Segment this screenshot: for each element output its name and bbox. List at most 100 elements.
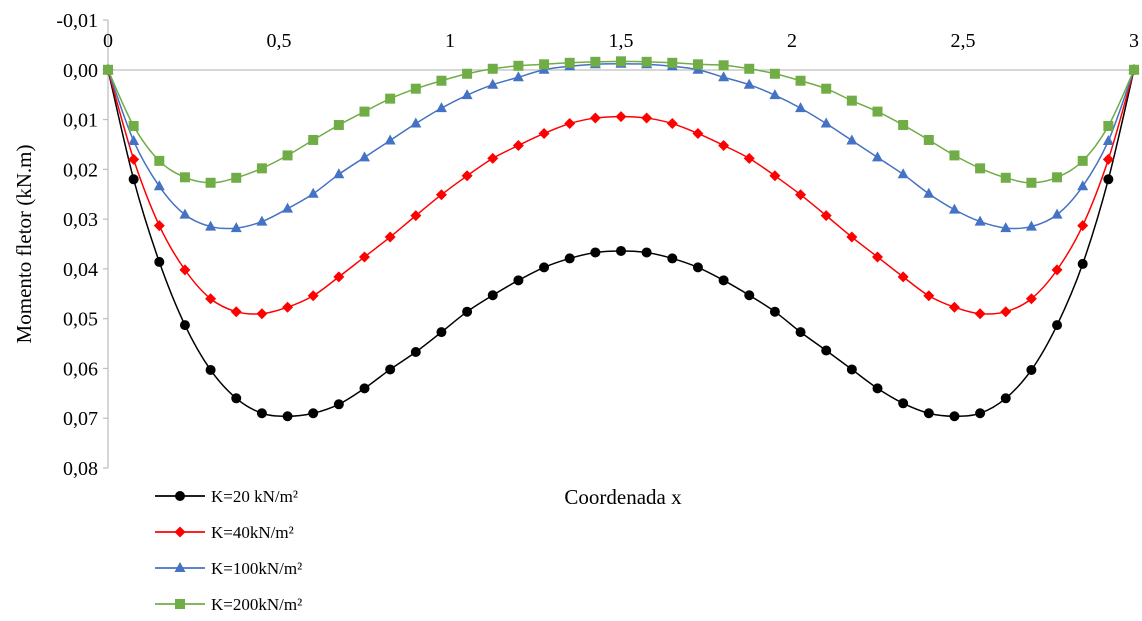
- data-point: [923, 134, 934, 145]
- y-tick-label: -0,01: [56, 10, 98, 32]
- data-point: [461, 89, 473, 100]
- data-point: [154, 155, 165, 166]
- data-point: [744, 290, 755, 301]
- x-tick-label: 3: [1129, 30, 1139, 52]
- data-point: [512, 71, 524, 82]
- data-point: [948, 301, 960, 313]
- data-point: [179, 208, 191, 219]
- data-point: [333, 399, 344, 410]
- data-point: [923, 408, 934, 419]
- data-point: [231, 393, 242, 404]
- data-point: [462, 68, 473, 79]
- data-point: [846, 95, 857, 106]
- data-point: [487, 290, 498, 301]
- x-tick-label: 0,5: [267, 30, 292, 52]
- data-point: [308, 134, 319, 145]
- legend-marker: [175, 491, 185, 501]
- data-point: [795, 75, 806, 86]
- data-point: [897, 271, 909, 283]
- data-point: [359, 106, 370, 117]
- data-point: [359, 251, 370, 263]
- data-point: [128, 174, 139, 185]
- data-point: [1000, 393, 1011, 404]
- data-point: [103, 64, 113, 75]
- data-point: [128, 153, 140, 165]
- x-tick-label: 1,5: [609, 30, 634, 52]
- data-point: [1026, 177, 1037, 188]
- data-point: [718, 71, 730, 82]
- series-line-k-100kn-m: [107, 63, 1135, 230]
- data-point: [410, 210, 422, 222]
- data-point: [128, 121, 139, 132]
- data-point: [692, 262, 703, 273]
- data-point: [1077, 155, 1088, 166]
- data-point: [846, 134, 858, 145]
- series-k-200kn-m: [103, 56, 1139, 188]
- data-point: [948, 203, 960, 214]
- data-point: [1102, 134, 1114, 145]
- data-point: [410, 117, 422, 128]
- data-point: [256, 308, 268, 320]
- data-point: [282, 202, 294, 213]
- data-point: [385, 364, 396, 375]
- legend-item-k-200kn-m: K=200kN/m²: [155, 595, 302, 614]
- data-point: [1052, 172, 1063, 183]
- series-k-40kn-m: [102, 64, 1140, 320]
- data-point: [667, 253, 678, 264]
- data-point: [718, 60, 729, 71]
- y-tick-label: 0,06: [63, 358, 98, 380]
- y-tick-label: 0,04: [63, 259, 98, 281]
- data-point: [949, 411, 960, 422]
- data-point: [641, 56, 652, 67]
- data-point: [1103, 174, 1114, 185]
- data-point: [154, 256, 165, 267]
- data-point: [769, 170, 781, 182]
- data-point: [256, 408, 267, 419]
- data-point: [974, 215, 986, 226]
- data-point: [513, 60, 524, 71]
- x-axis-title: Coordenada x: [564, 485, 682, 509]
- data-point: [282, 301, 294, 313]
- data-point: [1025, 293, 1037, 305]
- data-point: [1000, 172, 1011, 183]
- data-point: [564, 57, 575, 68]
- data-point: [769, 68, 780, 79]
- legend-item-k-20-kn-m: K=20 kN/m²: [155, 487, 298, 506]
- legend-label: K=200kN/m²: [211, 595, 302, 614]
- data-point: [820, 117, 832, 128]
- data-point: [872, 251, 883, 263]
- data-point: [872, 383, 883, 394]
- data-point: [512, 139, 524, 151]
- y-tick-label: 0,05: [63, 309, 98, 331]
- data-point: [538, 127, 550, 139]
- data-point: [589, 112, 601, 124]
- data-point: [744, 63, 755, 74]
- data-point: [846, 364, 857, 375]
- data-point: [1103, 121, 1114, 132]
- data-point: [153, 180, 165, 191]
- data-point: [820, 210, 832, 222]
- data-point: [641, 247, 652, 258]
- data-point: [436, 75, 447, 86]
- data-point: [641, 112, 653, 124]
- data-point: [616, 245, 626, 256]
- data-point: [153, 220, 165, 232]
- data-point: [975, 408, 986, 419]
- data-point: [590, 56, 601, 67]
- data-point: [359, 151, 370, 162]
- data-point: [1000, 222, 1012, 233]
- legend-label: K=100kN/m²: [211, 559, 302, 578]
- data-point: [743, 152, 755, 164]
- data-point: [1077, 180, 1089, 191]
- data-point: [256, 215, 268, 226]
- data-point: [743, 78, 755, 89]
- data-point: [1000, 306, 1012, 318]
- data-point: [949, 150, 960, 161]
- data-point: [435, 102, 447, 113]
- y-axis-title: Momento fletor (kN.m): [12, 145, 36, 344]
- data-point: [513, 275, 524, 286]
- data-point: [230, 222, 242, 233]
- data-point: [256, 163, 267, 174]
- data-point: [692, 59, 703, 70]
